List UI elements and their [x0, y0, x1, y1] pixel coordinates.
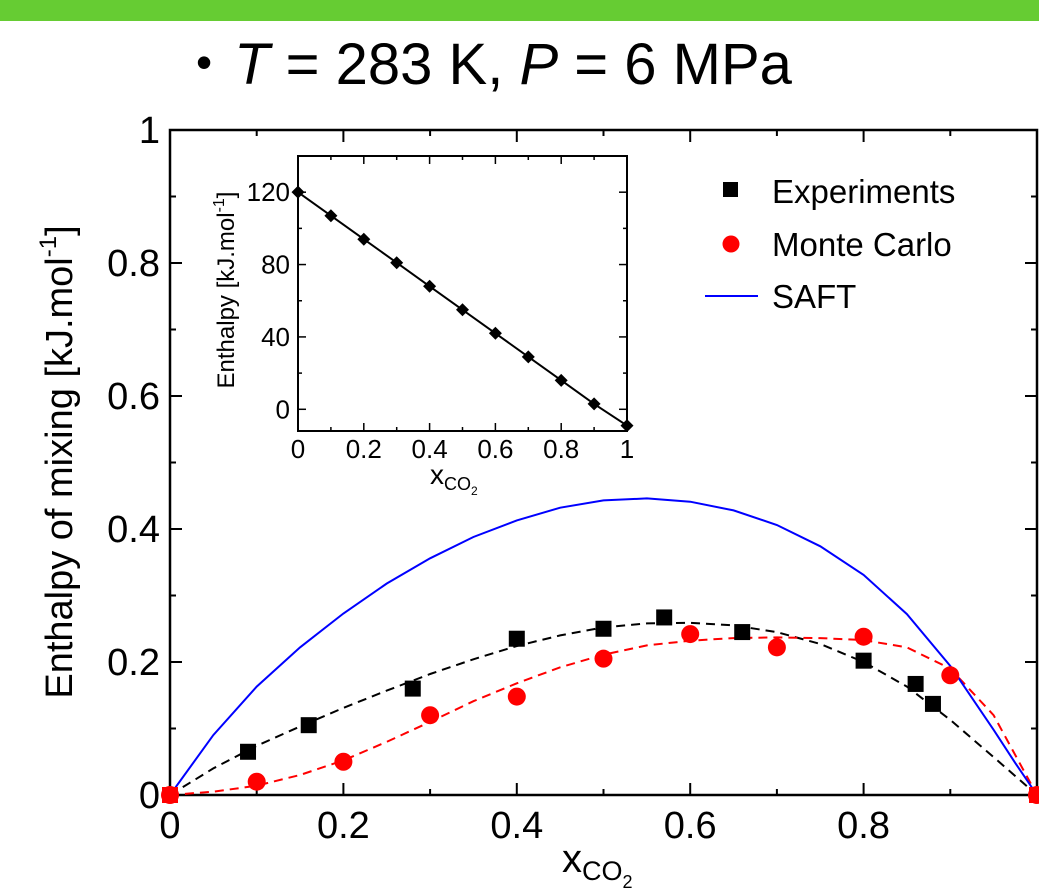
temperature-value: 283 K, [335, 32, 504, 97]
temperature-symbol: T [234, 32, 270, 97]
main-xtick-label: 0.8 [837, 805, 890, 847]
legend-monte-carlo-label: Monte Carlo [772, 226, 952, 263]
main-xtick-label: 0 [159, 805, 180, 847]
experiments-point [924, 695, 941, 712]
slide-heading: • T = 283 K, P = 6 MPa [196, 26, 792, 98]
main-ylabel-close: ] [39, 225, 81, 236]
monte-carlo-point [767, 638, 786, 657]
inset-ytick-label: 80 [261, 250, 290, 280]
experiments-point [855, 652, 872, 669]
inset-plot: 0 0.2 0.4 0.6 0.8 1 0 40 80 120 Enthalpy [kJ.mol-… [211, 155, 635, 498]
main-markers [161, 609, 1039, 804]
main-plot: 0 0.2 0.4 0.6 0.8 0 0.2 0.4 0.6 0.8 1 Enthalpy of … [35, 110, 1039, 889]
main-tick-labels: 0 0.2 0.4 0.6 0.8 0 0.2 0.4 0.6 0.8 1 [107, 110, 890, 847]
main-xlabel-sub: CO [582, 856, 623, 886]
monte-carlo-point [334, 752, 353, 771]
inset-point [521, 350, 535, 364]
inset-ytick-label: 40 [261, 322, 290, 352]
main-ylabel-text: Enthalpy of mixing [kJ.mol [39, 257, 81, 698]
main-xtick-label: 0.2 [317, 805, 370, 847]
bullet-icon: • [196, 36, 213, 88]
monte-carlo-point [421, 706, 440, 725]
experiments-point [656, 609, 673, 626]
inset-xtick-label: 0.6 [477, 434, 513, 464]
inset-xtick-label: 0.8 [543, 434, 579, 464]
legend-experiments-label: Experiments [772, 173, 955, 210]
legend-monte-carlo-marker [722, 235, 740, 253]
inset-tick-labels: 0 0.2 0.4 0.6 0.8 1 0 40 80 120 [247, 177, 635, 464]
inset-xlabel-subsub: 2 [471, 484, 478, 498]
inset-xlabel-sub: CO [444, 474, 471, 494]
pressure-value: 6 MPa [624, 32, 792, 97]
top-banner [0, 0, 1039, 21]
main-ytick-label: 0.8 [107, 243, 160, 285]
inset-xtick-label: 0.4 [412, 434, 448, 464]
experiments-point [300, 717, 317, 734]
monte-carlo-point [941, 666, 960, 685]
equals-sign: = [285, 32, 320, 97]
inset-markers [291, 185, 634, 433]
legend-saft-label: SAFT [772, 278, 856, 315]
monte-carlo-point [594, 649, 613, 668]
main-xlabel-text: x [562, 837, 582, 881]
inset-xtick-label: 0 [291, 434, 305, 464]
inset-ylabel-close: ] [213, 192, 240, 199]
saft-series [169, 497, 1038, 796]
experiments-point [404, 680, 421, 697]
main-xtick-label: 0.6 [664, 805, 717, 847]
inset-ticks [297, 156, 628, 431]
inset-point [324, 209, 338, 223]
experiments-point [734, 624, 751, 641]
main-ytick-label: 0.6 [107, 376, 160, 418]
pressure-symbol: P [519, 32, 559, 97]
equals-sign: = [574, 32, 609, 97]
monte-carlo-point [161, 786, 179, 804]
inset-point [620, 419, 634, 433]
main-ytick-label: 1 [139, 110, 160, 152]
inset-xlabel-text: x [430, 459, 444, 490]
inset-point [488, 326, 502, 340]
monte-carlo-point [854, 627, 873, 646]
main-xlabel: xCO2 [562, 837, 633, 889]
main-xtick-label: 0.4 [490, 805, 543, 847]
monte-carlo-point [1028, 786, 1039, 804]
inset-point [291, 185, 305, 199]
inset-point [357, 232, 371, 246]
monte-carlo-point [247, 772, 266, 791]
inset-point [423, 279, 437, 293]
inset-point [390, 256, 404, 270]
monte-carlo-point [681, 625, 700, 644]
inset-point [554, 373, 568, 387]
experiments-point [240, 743, 257, 760]
experiments-point [595, 620, 612, 637]
experiments-point [508, 630, 525, 647]
main-ytick-label: 0.4 [107, 509, 160, 551]
inset-ytick-label: 0 [276, 394, 290, 424]
main-ylabel: Enthalpy of mixing [kJ.mol-1] [35, 225, 81, 698]
inset-ylabel-text: Enthalpy [kJ.mol [213, 212, 240, 388]
inset-point [456, 303, 469, 317]
inset-plot-frame [297, 155, 628, 432]
main-ylabel-sup: -1 [35, 236, 62, 257]
main-ytick-label: 0.2 [107, 642, 160, 684]
monte-carlo-point [507, 687, 526, 706]
inset-ytick-label: 120 [247, 177, 290, 207]
main-xlabel-subsub: 2 [623, 872, 633, 889]
experiments-point [907, 675, 924, 692]
inset-xlabel: xCO2 [430, 459, 478, 498]
saft-curve [169, 497, 1038, 796]
legend-experiments-marker [723, 182, 738, 197]
inset-point [587, 397, 601, 411]
inset-xtick-label: 1 [620, 434, 634, 464]
inset-xtick-label: 0.2 [346, 434, 382, 464]
inset-ylabel: Enthalpy [kJ.mol-1] [211, 192, 240, 389]
main-ytick-label: 0 [139, 775, 160, 817]
legend: Experiments Monte Carlo SAFT [705, 173, 955, 315]
inset-ylabel-sup: -1 [211, 198, 228, 212]
